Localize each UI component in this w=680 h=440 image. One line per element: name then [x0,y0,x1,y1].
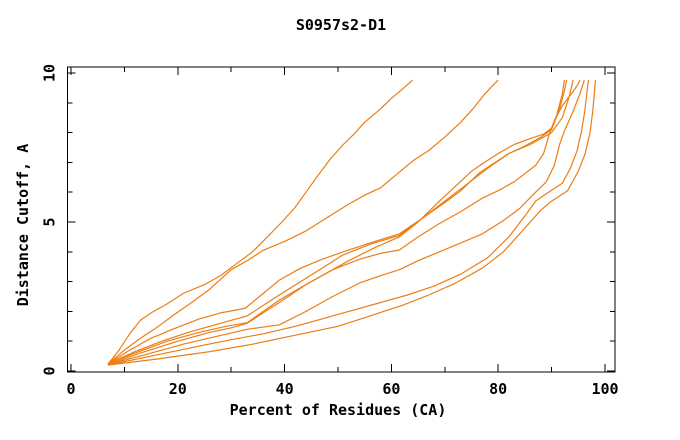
curve-5 [107,79,566,365]
x-tick-label: 60 [382,380,400,398]
curve-8 [107,79,590,366]
curve-3 [107,79,568,365]
frame-rect [67,66,616,373]
curve-7 [107,79,585,365]
chart-title: S0957s2-D1 [296,16,386,34]
x-tick-label: 20 [169,380,187,398]
curve-6 [107,79,581,365]
curve-4 [107,79,574,365]
curve-1 [107,79,413,365]
x-tick-label: 40 [276,380,294,398]
y-tick-label: 10 [41,64,59,82]
plot-frame [67,66,616,373]
x-tick-label: 80 [489,380,507,398]
y-tick-label: 5 [41,217,59,226]
x-tick-label: 0 [66,380,75,398]
y-axis-label: Distance Cutoff, A [14,144,32,307]
axis-ticks [67,67,615,372]
x-tick-label: 100 [591,380,618,398]
data-curves [107,79,597,366]
y-tick-label: 0 [41,366,59,375]
x-axis-label: Percent of Residues (CA) [230,401,447,419]
axis-tick-labels: 0 20 40 60 80 100 0 5 10 [41,64,619,398]
curve-2 [107,79,499,365]
curve-9 [107,79,597,366]
